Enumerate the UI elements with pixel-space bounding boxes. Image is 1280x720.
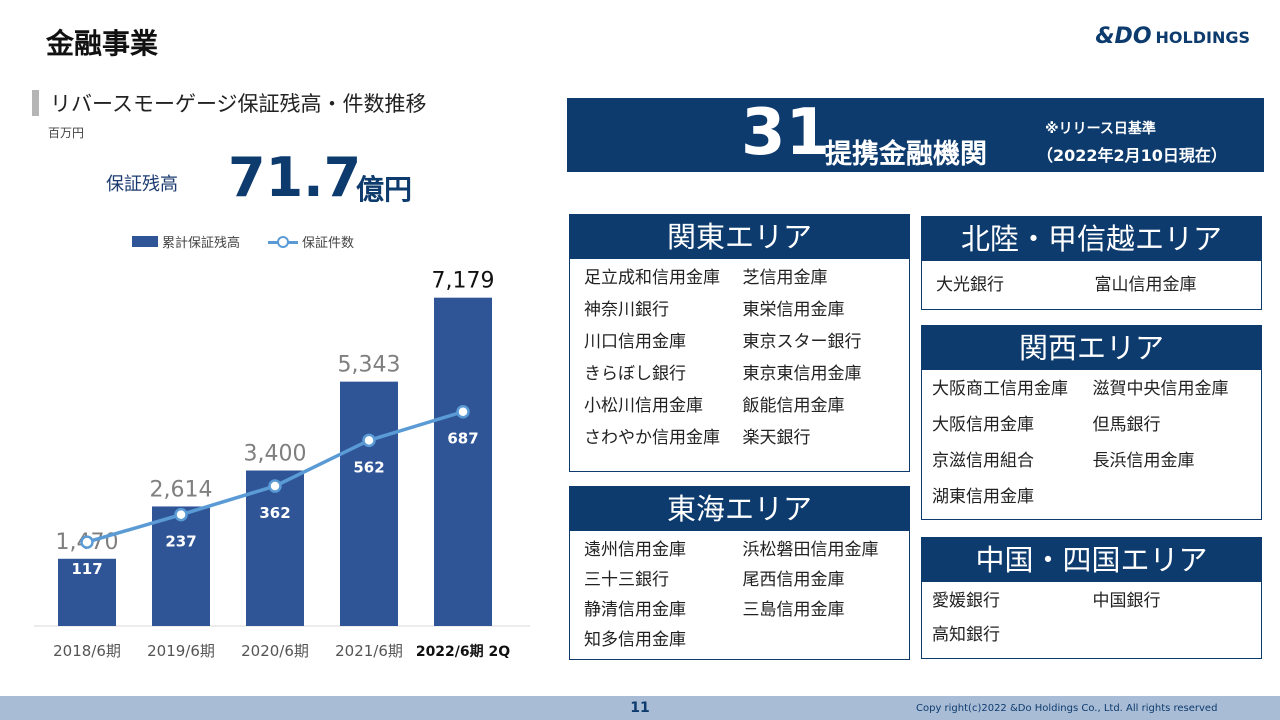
institution-name: 川口信用金庫 — [584, 332, 686, 352]
chart-bar — [246, 470, 304, 626]
institution-name: 飯能信用金庫 — [742, 396, 845, 416]
legend-line-label: 保証件数 — [302, 236, 355, 251]
institution-name: きらぼし銀行 — [584, 364, 686, 384]
count-value-label: 362 — [259, 504, 290, 522]
area-chugoku-title: 中国・四国エリア — [922, 538, 1261, 582]
count-value-label: 237 — [165, 533, 196, 551]
institution-name: 三十三銀行 — [584, 570, 669, 590]
institution-name: 長浜信用金庫 — [1092, 451, 1195, 471]
area-hokuriku: 北陸・甲信越エリア 大光銀行 富山信用金庫 — [921, 216, 1262, 310]
partner-label: 提携金融機関 — [825, 139, 987, 170]
chart-bar — [152, 506, 210, 626]
partner-note: ※リリース日基準 — [1045, 121, 1156, 137]
institution-name: 東京スター銀行 — [742, 332, 862, 352]
institution-name: 愛媛銀行 — [932, 591, 1000, 611]
legend-bar-swatch — [132, 236, 158, 247]
area-hokuriku-list: 大光銀行 富山信用金庫 — [922, 261, 1261, 305]
copyright: Copy right(c)2022 &Do Holdings Co., Ltd.… — [916, 703, 1218, 714]
institution-name: 遠州信用金庫 — [584, 540, 686, 560]
area-chugoku: 中国・四国エリア 愛媛銀行 中国銀行高知銀行 — [921, 537, 1262, 659]
count-point — [174, 507, 188, 522]
highlight-unit: 億円 — [356, 173, 413, 206]
institution-name: 大阪信用金庫 — [932, 415, 1034, 435]
highlight-value: 71.7 — [228, 146, 362, 209]
institution-name: 大光銀行 — [936, 275, 1004, 295]
logo-main-text: &DO — [1095, 24, 1152, 49]
area-kansai-list: 大阪商工信用金庫 滋賀中央信用金庫大阪信用金庫 但馬銀行京滋信用組合 長浜信用金庫湖東… — [922, 370, 1261, 518]
institution-name: 湖東信用金庫 — [932, 487, 1034, 507]
page-title: 金融事業 — [46, 27, 159, 60]
institution-name: 京滋信用組合 — [932, 451, 1034, 471]
institution-name: 但馬銀行 — [1092, 415, 1161, 435]
area-tokai-list: 遠州信用金庫 浜松磐田信用金庫三十三銀行 尾西信用金庫静清信用金庫 三島信用金庫知多信… — [570, 531, 909, 655]
area-hokuriku-title: 北陸・甲信越エリア — [922, 217, 1261, 261]
x-tick-label: 2021/6期 — [335, 642, 403, 660]
institution-name: 中国銀行 — [1092, 591, 1161, 611]
institution-name: 大阪商工信用金庫 — [932, 379, 1068, 399]
institution-name: 神奈川銀行 — [584, 300, 669, 320]
institution-name: 東京東信用金庫 — [742, 364, 862, 384]
unit-label: 百万円 — [48, 126, 85, 140]
institution-name: 小松川信用金庫 — [584, 396, 703, 416]
institution-name: 浜松磐田信用金庫 — [742, 540, 879, 560]
chart-legend: 累計保証残高 保証件数 — [132, 232, 354, 251]
bar-value-label: 5,343 — [338, 353, 401, 378]
partner-banner: 31 提携金融機関 ※リリース日基準 （2022年2月10日現在） — [567, 96, 1264, 172]
legend-bar-label: 累計保証残高 — [162, 236, 241, 251]
institution-name: 楽天銀行 — [742, 428, 811, 448]
area-kanto-list: 足立成和信用金庫 芝信用金庫神奈川銀行 東栄信用金庫川口信用金庫 東京スター銀行きらぼ… — [570, 259, 909, 455]
x-tick-label: 2022/6期 2Q — [416, 644, 510, 660]
x-tick-label: 2018/6期 — [53, 642, 121, 660]
institution-name: 高知銀行 — [932, 625, 1000, 645]
highlight-label: 保証残高 — [106, 174, 178, 195]
count-point — [80, 535, 94, 549]
page-number: 11 — [630, 700, 650, 716]
bar-value-label: 2,614 — [150, 477, 213, 502]
institution-name: 富山信用金庫 — [1094, 275, 1197, 295]
partner-count: 31 — [741, 96, 831, 170]
area-kansai: 関西エリア 大阪商工信用金庫 滋賀中央信用金庫大阪信用金庫 但馬銀行京滋信用組合 長浜… — [921, 325, 1262, 520]
partner-date: （2022年2月10日現在） — [1037, 146, 1227, 165]
institution-name: 尾西信用金庫 — [742, 570, 845, 590]
count-point — [268, 479, 282, 493]
count-point — [456, 404, 470, 419]
institution-name: 三島信用金庫 — [742, 600, 845, 620]
area-kansai-title: 関西エリア — [922, 326, 1261, 370]
institution-name: 知多信用金庫 — [584, 630, 686, 650]
x-tick-label: 2020/6期 — [241, 642, 309, 660]
section-marker — [32, 90, 39, 116]
institution-name: 足立成和信用金庫 — [584, 268, 720, 288]
count-point — [362, 433, 376, 448]
chart-bar — [58, 558, 116, 626]
legend-line-swatch — [268, 235, 299, 248]
section-title: リバースモーゲージ保証残高・件数推移 — [50, 92, 427, 116]
count-value-label: 562 — [353, 458, 384, 476]
bar-value-label: 7,179 — [432, 269, 495, 294]
area-tokai-title: 東海エリア — [570, 487, 909, 531]
logo-sub-text: HOLDINGS — [1155, 28, 1250, 47]
count-value-label: 117 — [71, 560, 102, 578]
institution-name: 芝信用金庫 — [742, 268, 828, 288]
institution-name: 静清信用金庫 — [584, 600, 686, 620]
guarantee-chart: 1,4702,6143,4005,3437,179117237362562687… — [34, 269, 530, 660]
institution-name: さわやか信用金庫 — [584, 428, 720, 448]
footer-bar — [0, 696, 1280, 720]
area-kanto: 関東エリア 足立成和信用金庫 芝信用金庫神奈川銀行 東栄信用金庫川口信用金庫 東京スタ… — [569, 214, 910, 472]
chart-bar — [434, 297, 492, 626]
count-value-label: 687 — [447, 430, 478, 448]
x-tick-label: 2019/6期 — [147, 642, 215, 660]
institution-name: 東栄信用金庫 — [742, 300, 845, 320]
area-tokai: 東海エリア 遠州信用金庫 浜松磐田信用金庫三十三銀行 尾西信用金庫静清信用金庫 三島信… — [569, 486, 910, 660]
area-chugoku-list: 愛媛銀行 中国銀行高知銀行 — [922, 582, 1261, 654]
institution-name: 滋賀中央信用金庫 — [1092, 379, 1229, 399]
chart-bar — [340, 381, 398, 626]
company-logo: &DO HOLDINGS — [1095, 24, 1250, 49]
area-kanto-title: 関東エリア — [570, 215, 909, 259]
bar-value-label: 3,400 — [244, 442, 307, 467]
